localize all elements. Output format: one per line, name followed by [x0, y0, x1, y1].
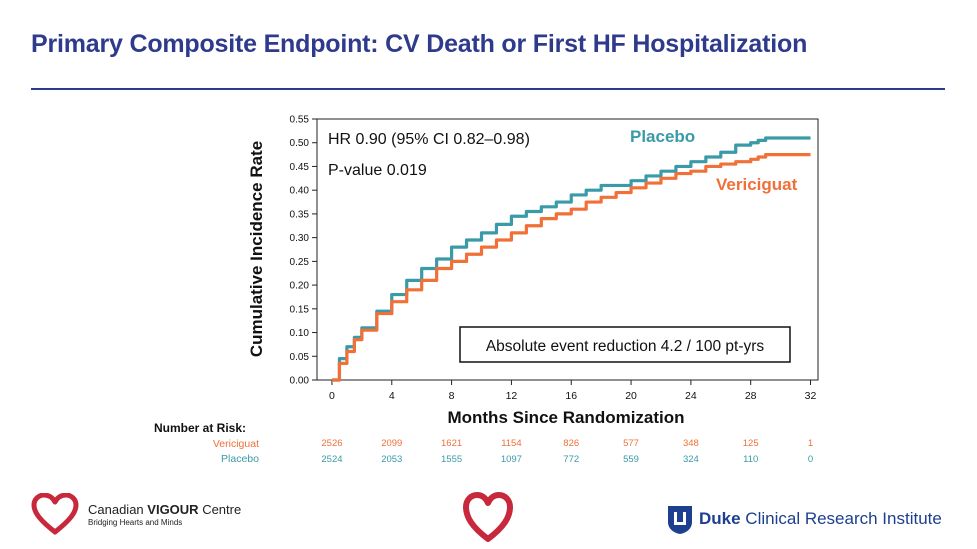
- risk-value-placebo: 1555: [441, 454, 463, 465]
- duke-name-rest: Clinical Research Institute: [740, 509, 942, 528]
- y-tick-label: 0.20: [290, 281, 310, 292]
- risk-value-vericiguat: 2099: [381, 438, 403, 449]
- risk-value-placebo: 110: [743, 454, 759, 465]
- risk-table-label: Number at Risk:: [154, 421, 247, 435]
- risk-value-placebo: 1097: [500, 454, 522, 465]
- duke-name-bold: Duke: [699, 509, 741, 528]
- hr-annotation: HR 0.90 (95% CI 0.82–0.98): [328, 131, 530, 148]
- risk-value-vericiguat: 348: [682, 438, 699, 449]
- x-tick-label: 24: [685, 390, 697, 402]
- legend-placebo: Placebo: [630, 127, 695, 146]
- x-axis-label: Months Since Randomization: [447, 408, 684, 427]
- cvc-name-regular: Canadian: [88, 502, 148, 517]
- risk-row-name-vericiguat: Vericiguat: [212, 438, 259, 450]
- x-tick-label: 4: [389, 390, 395, 402]
- risk-row-name-placebo: Placebo: [221, 453, 259, 465]
- y-tick-label: 0.25: [290, 257, 310, 268]
- center-heart-icon: [463, 492, 513, 542]
- series-line-vericiguat: [331, 152, 811, 382]
- risk-value-placebo: 2053: [381, 454, 403, 465]
- x-tick-label: 8: [449, 390, 455, 402]
- x-tick-label: 28: [745, 390, 757, 402]
- y-axis-label: Cumulative Incidence Rate: [247, 141, 266, 357]
- y-tick-label: 0.50: [290, 138, 310, 149]
- risk-value-placebo: 559: [623, 454, 639, 465]
- reduction-annotation: Absolute event reduction 4.2 / 100 pt-yr…: [486, 338, 765, 355]
- page-title: Primary Composite Endpoint: CV Death or …: [31, 30, 808, 58]
- plot-border: [316, 118, 819, 381]
- y-tick-label: 0.45: [290, 162, 310, 173]
- risk-value-vericiguat: 577: [623, 438, 639, 449]
- canadian-vigour-heart-icon: [31, 493, 79, 535]
- x-tick-label: 0: [329, 390, 335, 402]
- risk-value-vericiguat: 826: [563, 438, 580, 449]
- y-tick-label: 0.55: [290, 115, 310, 126]
- risk-value-vericiguat: 1154: [501, 438, 522, 449]
- x-tick-label: 20: [625, 390, 637, 402]
- canadian-vigour-logo: Canadian VIGOUR Centre Bridging Hearts a…: [88, 502, 241, 527]
- risk-value-placebo: 324: [682, 454, 699, 465]
- x-tick-label: 12: [506, 390, 518, 402]
- reduction-box: [459, 326, 791, 363]
- pvalue-annotation: P-value 0.019: [328, 162, 427, 179]
- cvc-name-bold: VIGOUR: [147, 502, 199, 517]
- legend-vericiguat: Vericiguat: [716, 175, 798, 194]
- risk-value-vericiguat: 1: [807, 438, 814, 449]
- risk-value-placebo: 772: [563, 454, 580, 465]
- y-tick-label: 0.05: [290, 352, 310, 363]
- y-tick-label: 0.00: [290, 376, 310, 387]
- y-tick-label: 0.40: [290, 186, 310, 197]
- risk-value-placebo: 2524: [321, 454, 343, 465]
- risk-value-vericiguat: 2526: [321, 438, 343, 449]
- y-tick-label: 0.10: [290, 328, 310, 339]
- x-tick-label: 32: [805, 390, 817, 402]
- cvc-tagline: Bridging Hearts and Minds: [88, 518, 183, 527]
- y-tick-label: 0.30: [290, 233, 310, 244]
- risk-value-vericiguat: 1621: [441, 438, 463, 449]
- y-tick-label: 0.35: [290, 209, 310, 220]
- title-divider: [31, 88, 945, 90]
- risk-value-vericiguat: 125: [742, 438, 759, 449]
- x-tick-label: 16: [565, 390, 577, 402]
- cvc-name-suffix: Centre: [198, 502, 242, 517]
- duke-shield-icon: [668, 506, 692, 534]
- y-tick-label: 0.15: [290, 304, 310, 315]
- km-chart: 0.00 0.05 0.10 0.15 0.20 0.25 0.30 0.35 0.40 0.45…: [247, 115, 819, 427]
- risk-value-placebo: 0: [807, 454, 814, 465]
